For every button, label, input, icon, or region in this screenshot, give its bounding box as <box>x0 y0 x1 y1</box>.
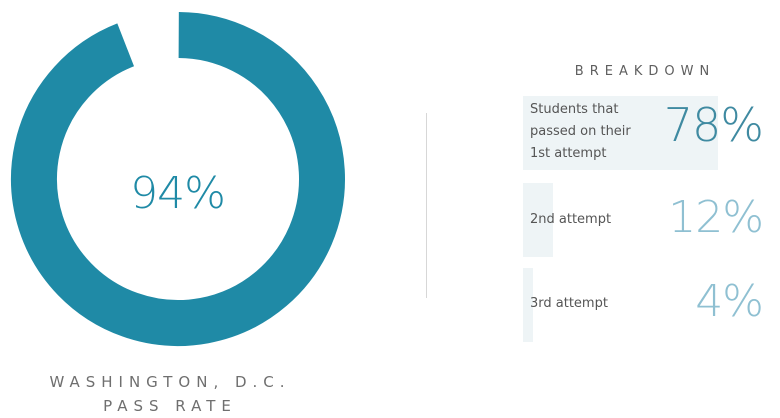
caption-label: PASS RATE <box>103 397 237 415</box>
breakdown-value: 78% <box>663 98 764 152</box>
vertical-divider <box>426 113 427 298</box>
breakdown-bar <box>523 96 718 170</box>
breakdown-row: Students that passed on their 1st attemp… <box>523 96 773 170</box>
breakdown-row-label: 3rd attempt <box>530 293 608 315</box>
breakdown-value: 12% <box>668 192 764 243</box>
breakdown-label-line: 1st attempt <box>530 146 607 161</box>
caption-location: WASHINGTON, D.C. <box>49 373 291 391</box>
breakdown-label-line: Students that <box>530 102 619 117</box>
pass-rate-caption: WASHINGTON, D.C. PASS RATE <box>10 370 330 418</box>
breakdown-label-line: 2nd attempt <box>530 212 612 227</box>
pass-rate-donut <box>11 12 345 346</box>
donut-center-value: 94% <box>130 168 226 219</box>
breakdown-row-label: Students that passed on their 1st attemp… <box>530 99 631 165</box>
breakdown-value: 4% <box>695 276 764 327</box>
breakdown-label-line: passed on their <box>530 124 631 139</box>
breakdown-title: BREAKDOWN <box>574 64 716 79</box>
breakdown-row: 2nd attempt 12% <box>523 183 773 257</box>
breakdown-row: 3rd attempt 4% <box>523 268 773 342</box>
breakdown-bar <box>523 268 533 342</box>
breakdown-row-label: 2nd attempt <box>530 209 611 231</box>
breakdown-label-line: 3rd attempt <box>530 296 608 311</box>
donut-pass-arc <box>11 12 345 346</box>
breakdown-bar <box>523 183 553 257</box>
